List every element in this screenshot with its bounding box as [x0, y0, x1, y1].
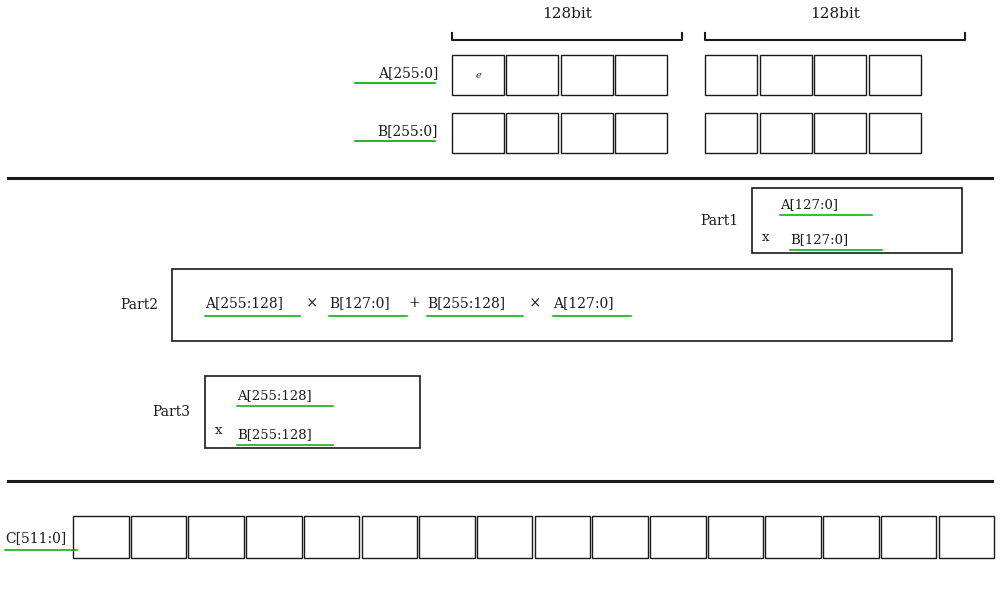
Bar: [765, 516, 821, 558]
Text: B[255:128]: B[255:128]: [427, 296, 505, 310]
Bar: [760, 55, 812, 95]
Text: A[127:0]: A[127:0]: [780, 199, 838, 211]
Bar: [246, 516, 302, 558]
Bar: [881, 516, 936, 558]
Bar: [477, 516, 532, 558]
Text: ×: ×: [302, 296, 322, 310]
Bar: [868, 113, 920, 153]
Text: x: x: [762, 230, 769, 243]
Bar: [561, 113, 613, 153]
Bar: [705, 55, 757, 95]
Bar: [814, 55, 866, 95]
Text: +: +: [409, 296, 421, 310]
Text: A[255:128]: A[255:128]: [205, 296, 283, 310]
Text: ×: ×: [525, 296, 545, 310]
Bar: [615, 55, 667, 95]
Bar: [73, 516, 128, 558]
Bar: [650, 516, 706, 558]
Bar: [708, 516, 763, 558]
Text: B[127:0]: B[127:0]: [790, 234, 848, 246]
Bar: [506, 113, 558, 153]
Bar: [419, 516, 475, 558]
Text: Part1: Part1: [700, 213, 738, 227]
Bar: [535, 516, 590, 558]
Text: C[511:0]: C[511:0]: [5, 531, 66, 545]
Bar: [452, 113, 504, 153]
Bar: [592, 516, 648, 558]
Bar: [304, 516, 359, 558]
Bar: [205, 376, 420, 448]
Bar: [131, 516, 186, 558]
Bar: [868, 55, 920, 95]
Bar: [939, 516, 994, 558]
Bar: [506, 55, 558, 95]
Text: B[255:128]: B[255:128]: [237, 428, 312, 441]
Text: x: x: [215, 424, 222, 438]
Text: A[255:0]: A[255:0]: [378, 66, 438, 80]
Bar: [752, 188, 962, 253]
Bar: [561, 55, 613, 95]
Text: A[255:128]: A[255:128]: [237, 389, 312, 403]
Text: B[127:0]: B[127:0]: [329, 296, 390, 310]
Bar: [760, 113, 812, 153]
Bar: [188, 516, 244, 558]
Bar: [362, 516, 417, 558]
Bar: [172, 269, 952, 341]
Text: 128bit: 128bit: [542, 7, 592, 21]
Bar: [705, 113, 757, 153]
Bar: [615, 113, 667, 153]
Text: B[255:0]: B[255:0]: [378, 124, 438, 138]
Bar: [814, 113, 866, 153]
Text: e: e: [475, 70, 481, 80]
Text: Part3: Part3: [152, 405, 190, 419]
Text: Part2: Part2: [120, 298, 158, 312]
Text: A[127:0]: A[127:0]: [553, 296, 614, 310]
Bar: [452, 55, 504, 95]
Text: 128bit: 128bit: [810, 7, 860, 21]
Bar: [823, 516, 879, 558]
